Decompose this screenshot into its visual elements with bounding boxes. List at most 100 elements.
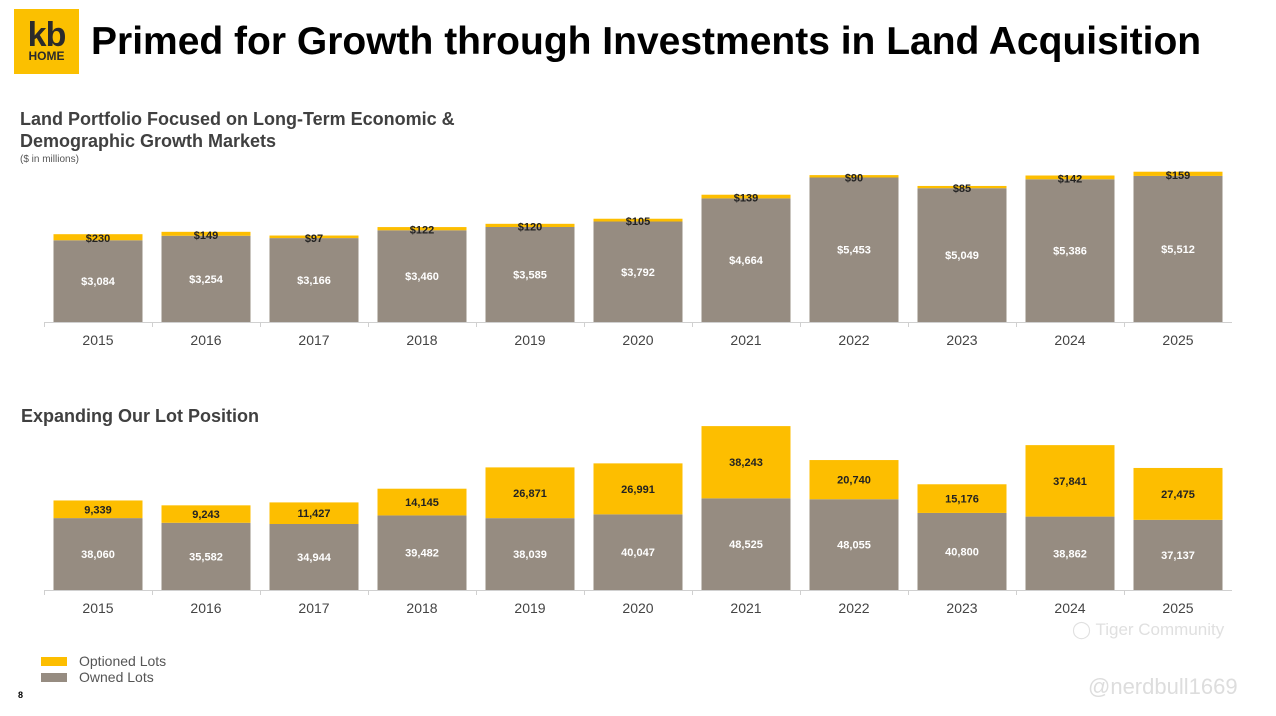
data-label-owned: $5,049 — [945, 250, 979, 262]
data-label-owned: $3,166 — [297, 275, 331, 287]
data-label-optioned: $85 — [953, 183, 971, 195]
x-tick-label: 2015 — [82, 600, 113, 616]
x-tick-label: 2023 — [946, 600, 977, 616]
page-number: 8 — [18, 690, 24, 700]
bar-owned-2023 — [917, 512, 1007, 590]
bar-optioned-2019 — [485, 223, 575, 227]
data-label-owned: $5,386 — [1053, 246, 1087, 258]
data-label-owned: $3,254 — [189, 274, 224, 286]
bar-owned-2019 — [485, 518, 575, 590]
x-tick-label: 2021 — [730, 332, 761, 348]
data-label-owned: $4,664 — [729, 255, 764, 267]
x-tick-label: 2018 — [406, 332, 437, 348]
bar-optioned-2022 — [809, 460, 899, 500]
bar-optioned-2017 — [269, 502, 359, 524]
bar-optioned-2024 — [1025, 175, 1115, 180]
data-label-optioned: 14,145 — [405, 497, 439, 509]
legend-label-optioned: Optioned Lots — [79, 653, 167, 669]
bar-owned-2025 — [1133, 519, 1223, 590]
bar-owned-2018 — [377, 230, 467, 322]
logo-home: HOME — [28, 48, 65, 63]
bar-owned-2016 — [161, 235, 251, 322]
x-tick-label: 2024 — [1054, 600, 1085, 616]
data-label-optioned: $142 — [1058, 173, 1082, 185]
x-tick-label: 2019 — [514, 332, 545, 348]
bar-owned-2017 — [269, 523, 359, 590]
bar-optioned-2015 — [53, 500, 143, 519]
bar-owned-2015 — [53, 240, 143, 322]
data-label-owned: 37,137 — [1161, 550, 1195, 562]
bar-owned-2021 — [701, 498, 791, 590]
data-label-optioned: 27,475 — [1161, 489, 1195, 501]
bar-owned-2022 — [809, 177, 899, 322]
data-label-owned: $5,453 — [837, 245, 871, 257]
kb-home-logo: kb HOME — [14, 9, 79, 74]
data-label-optioned: 37,841 — [1053, 476, 1087, 488]
data-label-owned: $5,512 — [1161, 244, 1195, 256]
data-label-owned: 39,482 — [405, 548, 439, 560]
data-label-optioned: $149 — [194, 230, 218, 242]
x-tick-label: 2023 — [946, 332, 977, 348]
data-label-optioned: 38,243 — [729, 457, 763, 469]
bar-optioned-2022 — [809, 175, 899, 178]
bar-owned-2023 — [917, 188, 1007, 322]
bar-optioned-2020 — [593, 218, 683, 222]
data-label-optioned: $230 — [86, 233, 110, 245]
x-tick-label: 2020 — [622, 600, 653, 616]
bar-optioned-2015 — [53, 234, 143, 241]
data-label-optioned: $90 — [845, 172, 863, 184]
data-label-owned: 35,582 — [189, 551, 223, 563]
x-tick-label: 2020 — [622, 332, 653, 348]
watermark-brand: ◯ Tiger Community — [1072, 620, 1225, 639]
bar-optioned-2025 — [1133, 467, 1223, 520]
chart1-subtitle: ($ in millions) — [20, 154, 79, 165]
x-tick-label: 2017 — [298, 600, 329, 616]
bar-optioned-2023 — [917, 185, 1007, 189]
page-title: Primed for Growth through Investments in… — [91, 20, 1202, 63]
x-tick-label: 2022 — [838, 600, 869, 616]
bar-optioned-2018 — [377, 227, 467, 231]
x-tick-label: 2025 — [1162, 600, 1193, 616]
data-label-optioned: 26,991 — [621, 484, 655, 496]
bar-optioned-2018 — [377, 488, 467, 516]
data-label-owned: $3,792 — [621, 267, 655, 279]
legend-label-owned: Owned Lots — [79, 669, 154, 685]
legend-owned: Owned Lots — [41, 669, 166, 685]
bar-optioned-2020 — [593, 463, 683, 515]
x-tick-label: 2022 — [838, 332, 869, 348]
x-tick-label: 2024 — [1054, 332, 1085, 348]
data-label-owned: 48,055 — [837, 540, 871, 552]
bar-owned-2016 — [161, 522, 251, 590]
bar-optioned-2021 — [701, 426, 791, 499]
x-tick-label: 2015 — [82, 332, 113, 348]
legend-optioned: Optioned Lots — [41, 653, 166, 669]
x-tick-label: 2017 — [298, 332, 329, 348]
data-label-optioned: $122 — [410, 225, 434, 237]
x-tick-label: 2021 — [730, 600, 761, 616]
data-label-optioned: 9,339 — [84, 504, 112, 516]
bar-owned-2025 — [1133, 175, 1223, 322]
watermark-brand-text: Tiger Community — [1095, 620, 1225, 639]
x-tick-label: 2016 — [190, 332, 221, 348]
bar-owned-2020 — [593, 221, 683, 322]
data-label-optioned: 20,740 — [837, 475, 871, 487]
data-label-owned: $3,585 — [513, 269, 547, 281]
data-label-owned: $3,084 — [81, 276, 116, 288]
chart1-title: Land Portfolio Focused on Long-Term Econ… — [20, 109, 455, 151]
data-label-owned: 38,039 — [513, 549, 547, 561]
legend: Optioned Lots Owned Lots — [41, 653, 166, 685]
bar-optioned-2016 — [161, 231, 251, 236]
bar-optioned-2025 — [1133, 171, 1223, 176]
bar-optioned-2019 — [485, 467, 575, 519]
data-label-owned: 40,047 — [621, 547, 655, 559]
bar-owned-2015 — [53, 518, 143, 590]
data-label-owned: 40,800 — [945, 546, 979, 558]
data-label-optioned: $105 — [626, 216, 650, 228]
bar-owned-2018 — [377, 515, 467, 590]
bar-owned-2021 — [701, 198, 791, 322]
data-label-owned: 38,862 — [1053, 548, 1087, 560]
bar-optioned-2016 — [161, 505, 251, 523]
bar-owned-2022 — [809, 499, 899, 590]
bar-optioned-2024 — [1025, 445, 1115, 517]
x-tick-label: 2019 — [514, 600, 545, 616]
